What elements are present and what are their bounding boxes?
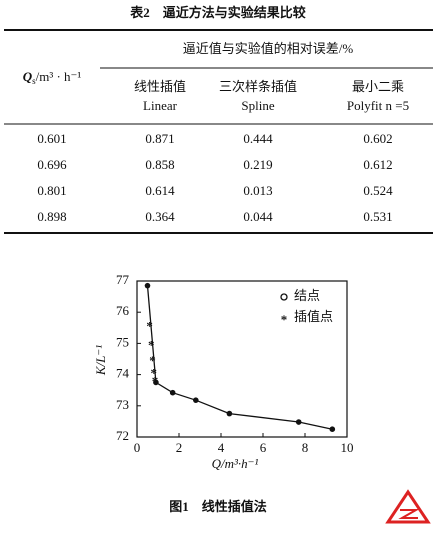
group-header: 逼近值与实验值的相对误差/% <box>183 41 354 56</box>
caption: 图1 线性插值法 <box>169 499 267 514</box>
table-cell: 0.364 <box>145 209 175 224</box>
table-title: 表2 逼近方法与实验结果比较 <box>129 5 306 20</box>
table-cell: 0.044 <box>243 209 273 224</box>
table-cell: 0.013 <box>243 183 272 198</box>
legend-symbol <box>280 293 288 301</box>
x-axis-label: Q/m³·h⁻¹ <box>212 456 259 471</box>
node-point <box>153 379 159 386</box>
q-header: Qs/m³ · h⁻¹ <box>23 69 82 86</box>
table-cell: 0.444 <box>243 131 273 146</box>
table-cell: 0.614 <box>145 183 175 198</box>
table-cell: 0.696 <box>37 157 67 172</box>
y-tick-label: 75 <box>116 334 129 349</box>
node-point <box>144 282 151 289</box>
column-header: 三次样条插值 <box>219 79 297 94</box>
interp-point: * <box>152 373 159 388</box>
column-header-en: Spline <box>241 98 274 113</box>
column-header: 线性插值 <box>134 79 186 94</box>
y-axis-label: K/L⁻¹ <box>93 345 108 376</box>
interp-point: * <box>148 337 155 352</box>
x-tick-label: 6 <box>260 440 267 455</box>
node-point <box>295 419 302 425</box>
y-tick-label: 74 <box>116 366 130 381</box>
table-cell: 0.612 <box>363 157 392 172</box>
column-header-en: Polyfit n =5 <box>347 98 409 113</box>
interp-point: * <box>146 319 153 334</box>
table-cell: 0.801 <box>37 183 66 198</box>
table-cell: 0.601 <box>37 131 66 146</box>
y-tick-label: 72 <box>116 428 129 443</box>
node-point <box>329 426 336 433</box>
table-cell: 0.871 <box>145 131 174 146</box>
legend-label: 插值点 <box>294 309 333 324</box>
x-tick-label: 0 <box>134 440 141 455</box>
y-tick-label: 76 <box>116 303 130 318</box>
x-tick-label: 10 <box>341 440 354 455</box>
table-cell: 0.858 <box>145 157 174 172</box>
q-unit: /m³ · h⁻¹ <box>36 69 82 84</box>
x-tick-label: 8 <box>302 440 309 455</box>
logo <box>385 489 431 524</box>
legend-label: 结点 <box>294 288 320 303</box>
node-point <box>226 410 233 417</box>
x-tick-label: 2 <box>176 440 183 455</box>
series-line <box>146 285 333 430</box>
table-cell: 0.898 <box>37 209 66 224</box>
table-body: 线性插值 Linear 三次样条插值 Spline 最小二乘 Polyfit n =5 0.… <box>37 79 409 224</box>
interp-point: * <box>151 365 158 380</box>
column-header: 最小二乘 <box>352 79 404 94</box>
table-cell: 0.524 <box>363 183 393 198</box>
column-header-en: Linear <box>143 98 178 113</box>
y-tick-label: 77 <box>116 272 130 287</box>
table-cell: 0.531 <box>363 209 392 224</box>
legend-symbol: * <box>281 312 288 327</box>
q-symbol: Q <box>23 69 33 84</box>
chart: 0 2 4 6 8 10 72 73 74 75 76 77 Q/m³·h⁻¹ K/L⁻¹ 图1 线性插值法… <box>93 272 354 514</box>
x-tick-label: 4 <box>218 440 225 455</box>
node-point <box>169 389 176 396</box>
plot-frame <box>136 280 348 438</box>
interp-point: * <box>149 353 156 368</box>
table-cell: 0.602 <box>363 131 392 146</box>
q-subscript: s <box>32 76 36 86</box>
node-point <box>193 397 199 403</box>
table-cell: 0.219 <box>243 157 272 172</box>
y-tick-label: 73 <box>116 397 129 412</box>
